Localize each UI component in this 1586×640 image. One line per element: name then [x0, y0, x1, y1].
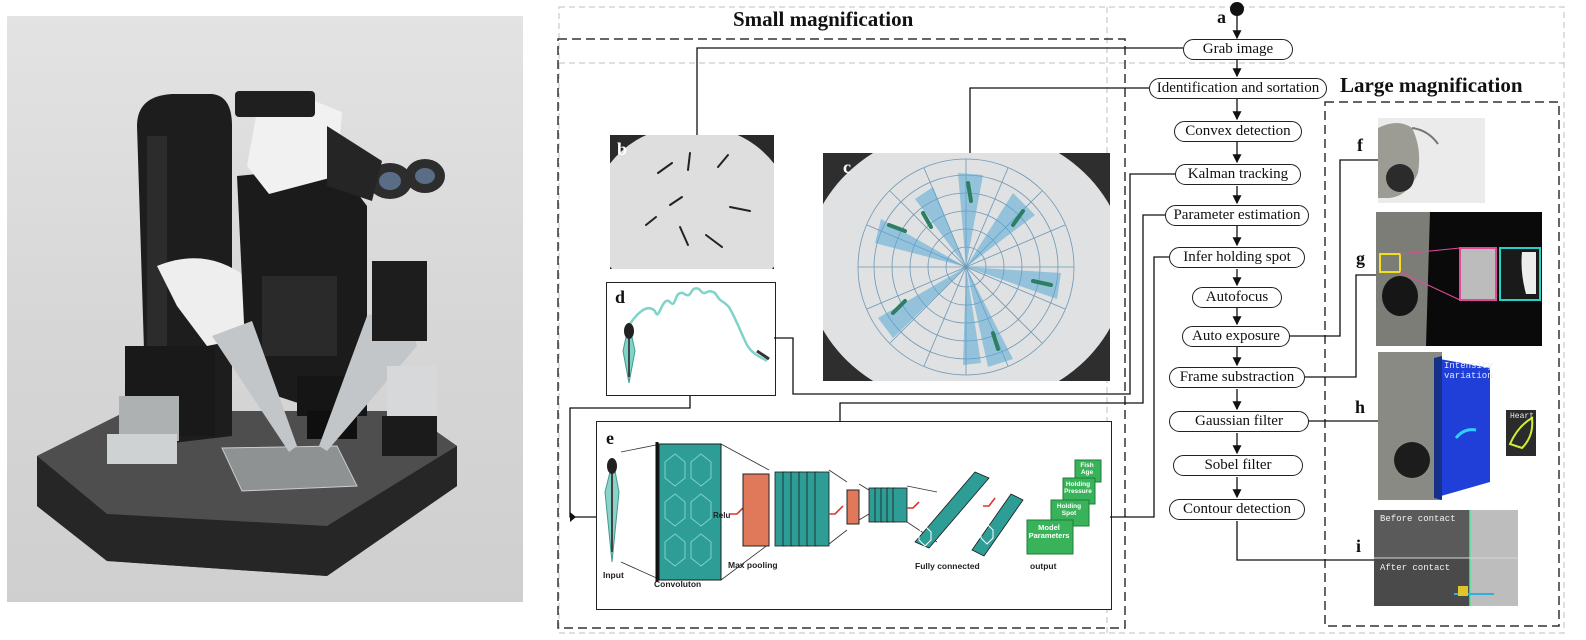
step-parameter-estimation: Parameter estimation	[1165, 205, 1309, 226]
panel-letter-e: e	[606, 428, 614, 448]
microscope-illustration	[37, 91, 457, 576]
contact-detection-image	[1374, 510, 1518, 606]
intensity-variation-label: Intensity variation	[1444, 361, 1493, 381]
large-magnification-title: Large magnification	[1340, 73, 1523, 97]
panel-letter-h: h	[1355, 397, 1366, 417]
step-kalman-tracking: Kalman tracking	[1175, 164, 1301, 185]
small-magnification-frame	[557, 38, 1126, 629]
cnn-relu-label: Relu	[713, 511, 731, 520]
step-auto-exposure: Auto exposure	[1182, 326, 1290, 347]
heart-detection-image	[1378, 352, 1536, 500]
output-model-parameters: Model Parameters	[1028, 523, 1070, 540]
after-contact-label: After contact	[1380, 563, 1451, 573]
step-convex-detection: Convex detection	[1174, 121, 1302, 142]
output-holding-spot: Holding Spot	[1056, 503, 1082, 517]
panel-letter-i: i	[1356, 536, 1362, 556]
panel-letter-c: c	[843, 157, 851, 177]
polar-tracking-image	[823, 153, 1110, 381]
panel-letter-a: a	[1217, 7, 1226, 27]
small-magnification-title: Small magnification	[733, 7, 914, 31]
panel-f-image	[1378, 118, 1485, 203]
step-frame-substraction: Frame substraction	[1169, 367, 1305, 388]
panel-g-image	[1376, 212, 1542, 346]
panel-e-cnn-box	[596, 421, 1112, 610]
step-gaussian-filter: Gaussian filter	[1169, 411, 1309, 432]
panel-d-box	[606, 282, 776, 396]
flow-start-node	[1230, 2, 1244, 16]
panel-i-image	[1374, 510, 1518, 606]
cnn-output-label: output	[1030, 561, 1057, 571]
step-autofocus: Autofocus	[1192, 287, 1282, 308]
cnn-input-label: Input	[603, 570, 624, 580]
output-fish-age: Fish Age	[1080, 462, 1094, 476]
step-sobel-filter: Sobel filter	[1173, 455, 1303, 476]
panel-letter-d: d	[615, 287, 626, 307]
larvae-dish-image	[610, 135, 774, 269]
panel-letter-f: f	[1357, 135, 1363, 155]
step-contour-detection: Contour detection	[1169, 499, 1305, 520]
larva-head-image	[1378, 123, 1439, 198]
panel-h-image	[1378, 352, 1538, 500]
panel-c-image	[823, 153, 1110, 381]
cnn-max-pooling-label: Max pooling	[728, 560, 778, 570]
large-magnification-frame	[1324, 101, 1560, 627]
output-holding-pressure: Holding Pressure	[1064, 481, 1092, 495]
before-contact-label: Before contact	[1380, 514, 1456, 524]
exposure-zoom-image	[1376, 212, 1541, 346]
cnn-convolution-label: Convoluton	[654, 579, 702, 589]
step-identification-sortation: Identification and sortation	[1149, 78, 1327, 99]
step-grab-image: Grab image	[1183, 39, 1293, 60]
microscope-robot-photo	[7, 16, 523, 602]
panel-letter-b: b	[617, 139, 628, 159]
panel-b-image	[610, 135, 774, 269]
panel-letter-g: g	[1356, 248, 1365, 268]
cnn-fully-connected-label: Fully connected	[915, 561, 980, 571]
trajectory-image	[622, 287, 770, 384]
heart-label: Heart	[1510, 412, 1535, 421]
step-infer-holding-spot: Infer holding spot	[1169, 247, 1305, 268]
cnn-diagram	[604, 442, 1102, 582]
